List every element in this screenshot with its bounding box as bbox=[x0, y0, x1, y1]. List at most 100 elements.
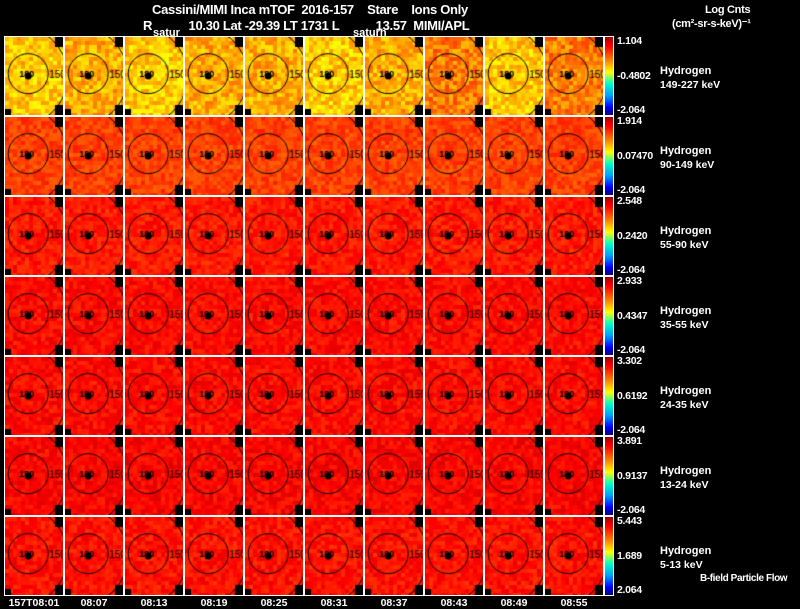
skymap-panel bbox=[64, 116, 124, 196]
energy-range-label: 35-55 keV bbox=[660, 319, 709, 331]
skymap-image bbox=[365, 277, 423, 355]
skymap-panel bbox=[364, 436, 424, 516]
skymap-panel bbox=[124, 276, 184, 356]
skymap-panel bbox=[544, 516, 604, 596]
skymap-panel bbox=[304, 116, 364, 196]
skymap-image bbox=[305, 37, 363, 115]
skymap-image bbox=[125, 517, 183, 595]
skymap-panel bbox=[484, 276, 544, 356]
skymap-panel bbox=[364, 356, 424, 436]
colorbar bbox=[604, 116, 614, 196]
skymap-panel bbox=[124, 196, 184, 276]
skymap-image bbox=[185, 117, 243, 195]
skymap-panel bbox=[184, 356, 244, 436]
colorbar-min-label: -2.064 bbox=[617, 344, 645, 356]
skymap-panel bbox=[484, 436, 544, 516]
skymap-panel bbox=[304, 516, 364, 596]
skymap-image bbox=[245, 517, 303, 595]
skymap-panel bbox=[364, 116, 424, 196]
energy-range-label: 13-24 keV bbox=[660, 479, 709, 491]
skymap-image bbox=[125, 437, 183, 515]
time-tick-label: 08:37 bbox=[380, 597, 408, 609]
skymap-panel bbox=[4, 36, 64, 116]
skymap-image bbox=[305, 277, 363, 355]
colorbar-mid-label: 0.4347 bbox=[617, 310, 648, 322]
skymap-image bbox=[425, 117, 483, 195]
skymap-panel bbox=[124, 116, 184, 196]
skymap-panel bbox=[364, 516, 424, 596]
colorbar-min-label: 2.064 bbox=[617, 584, 642, 596]
colorbar-max-label: 3.302 bbox=[617, 355, 642, 367]
skymap-image bbox=[545, 117, 603, 195]
colorbar-mid-label: 0.6192 bbox=[617, 390, 648, 402]
colorbar bbox=[604, 36, 614, 116]
colorbar bbox=[604, 436, 614, 516]
skymap-panel bbox=[124, 436, 184, 516]
colorbar-max-label: 5.443 bbox=[617, 515, 642, 527]
skymap-image bbox=[185, 517, 243, 595]
skymap-image bbox=[545, 37, 603, 115]
skymap-image bbox=[545, 197, 603, 275]
skymap-panel bbox=[544, 196, 604, 276]
skymap-image bbox=[65, 197, 123, 275]
colorbar-max-label: 3.891 bbox=[617, 435, 642, 447]
skymap-image bbox=[5, 277, 63, 355]
skymap-panel bbox=[424, 356, 484, 436]
skymap-image bbox=[425, 277, 483, 355]
time-tick-label: 08:55 bbox=[560, 597, 588, 609]
skymap-image bbox=[65, 357, 123, 435]
skymap-image bbox=[485, 117, 543, 195]
skymap-panel bbox=[244, 516, 304, 596]
skymap-image bbox=[425, 437, 483, 515]
colorbar-max-label: 1.104 bbox=[617, 35, 642, 47]
species-label: Hydrogen bbox=[660, 465, 712, 477]
skymap-image bbox=[125, 117, 183, 195]
skymap-image bbox=[365, 37, 423, 115]
colorbar bbox=[604, 276, 614, 356]
skymap-image bbox=[5, 357, 63, 435]
skymap-panel bbox=[124, 516, 184, 596]
time-tick-label: 08:49 bbox=[500, 597, 528, 609]
skymap-image bbox=[485, 357, 543, 435]
skymap-panel bbox=[364, 196, 424, 276]
colorbar-mid-label: -0.4802 bbox=[617, 70, 651, 82]
skymap-image bbox=[65, 277, 123, 355]
skymap-image bbox=[365, 117, 423, 195]
skymap-image bbox=[305, 437, 363, 515]
skymap-panel bbox=[424, 516, 484, 596]
skymap-image bbox=[305, 117, 363, 195]
species-label: Hydrogen bbox=[660, 385, 712, 397]
time-tick-label: 08:31 bbox=[320, 597, 348, 609]
skymap-image bbox=[65, 37, 123, 115]
title-line-1: Cassini/MIMI Inca mTOF 2016-157 Stare Io… bbox=[152, 2, 468, 17]
skymap-image bbox=[65, 117, 123, 195]
time-tick-label: 08:19 bbox=[200, 597, 228, 609]
skymap-panel bbox=[304, 436, 364, 516]
species-label: Hydrogen bbox=[660, 545, 712, 557]
skymap-image bbox=[65, 517, 123, 595]
skymap-image bbox=[125, 197, 183, 275]
skymap-panel bbox=[544, 116, 604, 196]
colorbar-min-label: -2.064 bbox=[617, 104, 645, 116]
skymap-image bbox=[5, 197, 63, 275]
saturn-label: saturn bbox=[353, 27, 387, 39]
skymap-grid bbox=[4, 36, 604, 596]
skymap-panel bbox=[4, 196, 64, 276]
skymap-image bbox=[245, 437, 303, 515]
skymap-image bbox=[305, 197, 363, 275]
saturn-label: satur bbox=[153, 27, 180, 39]
skymap-panel bbox=[184, 436, 244, 516]
skymap-panel bbox=[244, 116, 304, 196]
skymap-image bbox=[485, 197, 543, 275]
skymap-image bbox=[245, 197, 303, 275]
colorbar-mid-label: 1.689 bbox=[617, 550, 642, 562]
skymap-image bbox=[125, 277, 183, 355]
skymap-image bbox=[425, 197, 483, 275]
skymap-image bbox=[425, 357, 483, 435]
skymap-image bbox=[125, 357, 183, 435]
colorbar-min-label: -2.064 bbox=[617, 264, 645, 276]
skymap-panel bbox=[64, 36, 124, 116]
skymap-panel bbox=[484, 356, 544, 436]
colorbar-max-label: 2.933 bbox=[617, 275, 642, 287]
skymap-image bbox=[245, 117, 303, 195]
